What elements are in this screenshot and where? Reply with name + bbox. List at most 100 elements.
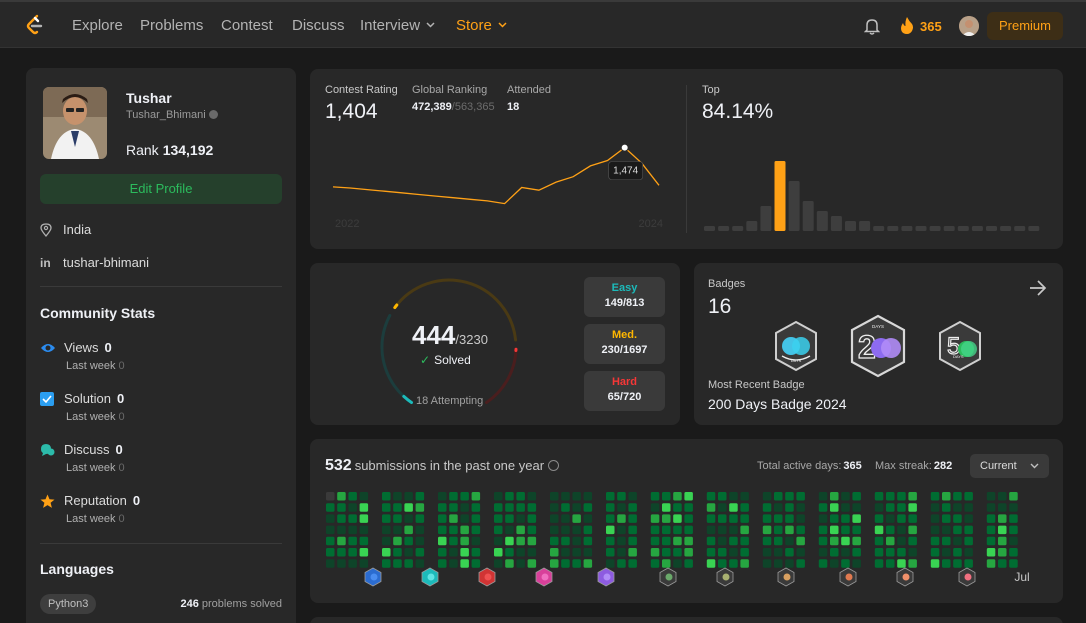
heatmap-cell [897,536,906,546]
heatmap-cell [606,525,615,535]
heatmap-cell [908,548,917,557]
heatmap-cell [841,548,850,557]
heatmap-cell [897,548,906,557]
heatmap-cell [449,559,458,568]
heatmap-cell [729,548,738,557]
ranking-histogram[interactable] [704,155,1048,231]
heatmap-cell [471,525,481,535]
nav-store[interactable]: Store [456,17,507,34]
heatmap-cell [718,559,727,568]
nav-contest[interactable]: Contest [221,17,273,34]
verified-icon [208,110,218,119]
heatmap-cell [572,559,581,568]
premium-button[interactable]: Premium [987,12,1063,40]
eye-icon [41,344,55,352]
heatmap-cell [359,525,369,535]
arrow-right-icon[interactable] [1028,279,1048,297]
monthly-badge-icon-center [722,573,730,581]
active-days-value: 365 [843,460,862,472]
heatmap-cell [762,525,772,535]
heatmap-cell [762,492,772,501]
medium-stat[interactable]: Med. 230/1697 [584,324,665,364]
monthly-badge-icon-center [541,573,549,581]
year-select[interactable]: Current [970,454,1049,478]
heatmap-cell [718,536,727,546]
heatmap-cell [494,548,503,557]
heatmap-cell [516,548,525,557]
histogram-bar [859,221,871,231]
heatmap-cell [404,536,413,546]
heatmap-cell [942,559,951,568]
rating-tooltip-text: 1,474 [613,166,638,177]
heatmap-cell [908,559,917,568]
linkedin-text[interactable]: tushar-bhimani [63,255,149,270]
heatmap-cell [415,525,425,535]
info-icon[interactable] [548,460,560,471]
nav-interview[interactable]: Interview [360,17,435,34]
heatmap-cell [796,525,805,535]
50-days-badge-icon[interactable]: 5 DAYS [936,320,984,372]
days-badge-icon[interactable]: DAYS [772,320,820,372]
heatmap-cell [471,548,481,557]
heatmap-cell [415,503,425,512]
location-text: India [63,222,92,237]
hard-stat[interactable]: Hard 65/720 [584,371,665,411]
ring-arc-medium [393,303,399,310]
heatmap-cell [471,492,481,501]
heatmap-cell [1009,536,1018,546]
heatmap-cell [684,492,693,501]
heatmap-cell [505,536,514,546]
bell-icon[interactable] [864,17,880,35]
svg-text:5: 5 [947,333,960,360]
heatmap-cell [561,525,570,535]
heatmap-cell [930,525,940,535]
solved-progress-ring[interactable] [374,277,524,417]
easy-stat[interactable]: Easy 149/813 [584,277,665,317]
heatmap-cell [729,525,738,535]
heatmap-cell [964,559,973,568]
heatmap-cell [393,559,402,568]
heatmap-cell [796,492,805,501]
active-days-label: Total active days: [757,460,842,472]
200-days-badge-icon[interactable]: 2 DAYS [848,314,908,378]
heatmap-cell [706,536,716,546]
heatmap-cell [673,536,682,546]
heatmap-cell [572,525,581,535]
nav-interview-label: Interview [360,17,421,34]
rating-history-chart[interactable]: 1,474 2022 2024 [325,129,675,235]
nav-discuss[interactable]: Discuss [292,17,345,34]
heatmap-cell [348,514,357,523]
heatmap-cell [998,548,1007,557]
leetcode-logo-icon[interactable] [22,13,46,37]
heatmap-cell [886,525,895,535]
edit-profile-button[interactable]: Edit Profile [40,174,282,204]
nav-problems[interactable]: Problems [140,17,204,34]
medium-label: Med. [611,329,638,341]
heatmap-cell [561,514,570,523]
heatmap-cell [505,492,514,501]
attended-label: Attended [507,84,552,96]
global-ranking-value: 472,389/563,365 [412,101,495,113]
heatmap-cell [471,503,481,512]
heatmap-cell [449,548,458,557]
discuss-value: 0 [115,442,123,457]
heatmap-cell [460,514,469,523]
histogram-bar [1014,226,1026,231]
nav-explore[interactable]: Explore [72,17,123,34]
heatmap-cell [348,492,357,501]
heatmap-cell [460,559,469,568]
heatmap-cell [583,548,593,557]
heatmap-cell [628,503,637,512]
submission-heatmap[interactable] [326,492,1050,568]
heatmap-cell [953,514,962,523]
nav-avatar[interactable] [959,16,979,36]
heatmap-cell [998,514,1007,523]
rating-highlight-point[interactable] [620,143,629,152]
heatmap-cell [617,548,626,557]
heatmap-cell [449,514,458,523]
submissions-count: 532 [325,457,352,474]
heatmap-cell [673,492,682,501]
heatmap-cell [740,503,749,512]
heatmap-cell [874,514,884,523]
heatmap-cell [953,503,962,512]
